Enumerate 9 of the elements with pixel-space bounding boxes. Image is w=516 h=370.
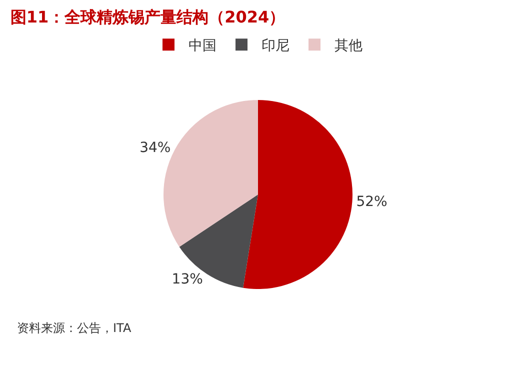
text: 资料来源：公告，ITA (17, 321, 132, 335)
data-label: 13% (172, 272, 203, 288)
data-label: 52% (356, 194, 388, 210)
pie-slice (243, 100, 352, 289)
legend-label: 其他 (334, 38, 362, 54)
legend-label: 印尼 (262, 38, 290, 54)
data-label: 34% (140, 140, 171, 156)
legend-label: 中国 (188, 38, 216, 54)
chart-title: 图11：全球精炼锡产量结构（2024） (10, 7, 286, 26)
